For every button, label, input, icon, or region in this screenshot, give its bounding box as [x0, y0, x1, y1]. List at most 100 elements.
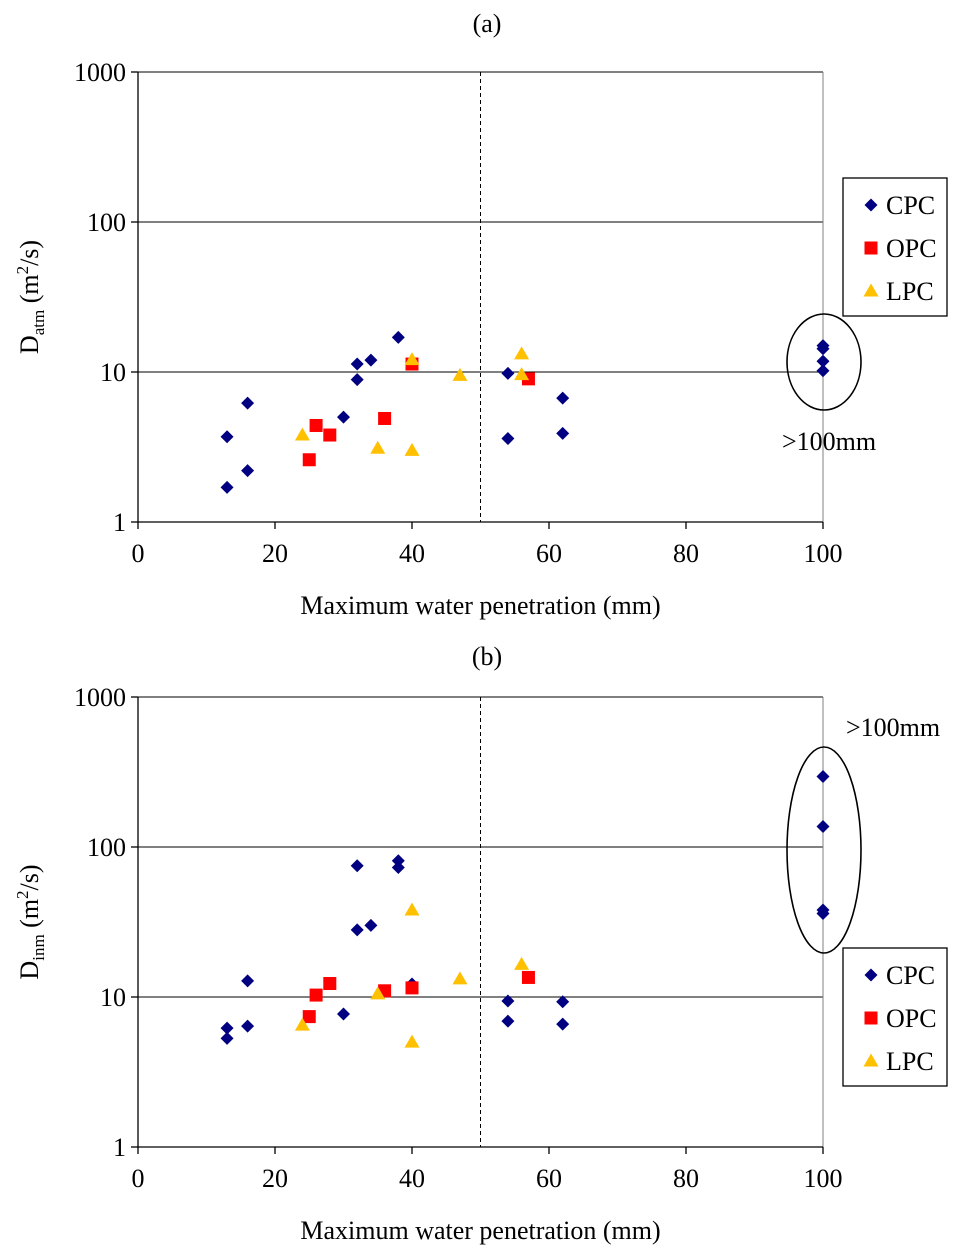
x-tick-label: 40 [399, 539, 425, 568]
y-tick-label: 10 [100, 358, 126, 387]
data-point-lpc [294, 427, 310, 441]
legend-label: OPC [886, 234, 937, 263]
data-point-opc [309, 418, 323, 432]
y-axis-label-part: /s) [15, 240, 44, 266]
data-point-cpc [391, 861, 405, 875]
data-point-lpc [452, 367, 468, 381]
data-point-lpc [514, 346, 530, 360]
y-axis-label-part: D [15, 961, 44, 980]
data-point-cpc [337, 1007, 350, 1021]
series-lpc [294, 346, 530, 456]
data-point-cpc [816, 819, 830, 833]
y-axis-label-part: atm [29, 310, 48, 336]
data-point-cpc [350, 859, 364, 873]
y-axis-label-part: 2 [13, 266, 32, 275]
data-point-cpc [350, 357, 364, 371]
panel-b: (b) 1 10 100 1000 0 20 40 60 80 100 Maximum water p… [13, 642, 948, 1245]
y-axis-label-part: /s) [15, 864, 44, 890]
y-tick-label: 1 [113, 1133, 126, 1162]
data-point-opc [323, 977, 337, 991]
x-axis-label: Maximum water penetration (mm) [300, 591, 660, 620]
legend-label: LPC [886, 1047, 934, 1076]
legend-label: CPC [886, 191, 935, 220]
data-point-cpc [816, 339, 830, 353]
data-point-cpc [220, 1021, 234, 1035]
legend-marker-opc [864, 241, 878, 255]
data-point-cpc [816, 354, 830, 368]
y-axis-label-part: 2 [13, 890, 32, 899]
data-point-lpc [370, 440, 386, 454]
y-tick-label: 100 [87, 833, 126, 862]
y-tick-label: 100 [87, 208, 126, 237]
highlight-ellipse [786, 313, 862, 411]
data-point-cpc [364, 918, 378, 932]
data-point-cpc [391, 330, 405, 344]
data-point-lpc [370, 986, 386, 1000]
series-cpc [220, 770, 830, 1045]
data-point-opc [323, 428, 337, 442]
data-point-cpc [220, 430, 234, 444]
data-point-cpc [501, 994, 515, 1008]
data-point-cpc [220, 480, 234, 494]
data-point-cpc [241, 464, 255, 478]
series-lpc [294, 902, 530, 1048]
panel-label: (a) [473, 9, 502, 38]
data-point-cpc [350, 373, 364, 387]
data-point-cpc [556, 426, 570, 440]
legend-marker-cpc [864, 198, 878, 212]
data-point-lpc [452, 971, 468, 985]
x-tick-label: 80 [673, 539, 699, 568]
y-axis-label-part: (m [15, 274, 44, 309]
series-opc [302, 357, 535, 467]
legend-marker-cpc [864, 968, 878, 982]
data-point-lpc [404, 902, 420, 916]
y-axis-label-part: D [15, 335, 44, 354]
x-tick-label: 100 [804, 539, 843, 568]
data-point-cpc [391, 854, 405, 868]
data-point-cpc [241, 974, 255, 988]
x-axis-label: Maximum water penetration (mm) [300, 1216, 660, 1245]
x-tick-label: 0 [132, 1164, 145, 1193]
data-point-lpc [514, 956, 530, 970]
panel-label: (b) [472, 642, 502, 671]
data-point-cpc [501, 1014, 515, 1028]
data-point-cpc [241, 396, 255, 410]
legend-marker-lpc [863, 283, 879, 297]
annotation-label: >100mm [846, 713, 940, 742]
y-axis-label: Dinm (m2/s) [13, 864, 48, 979]
data-point-opc [378, 411, 392, 425]
y-axis-label-part: inm [29, 934, 48, 960]
data-point-lpc [294, 1017, 310, 1031]
data-point-lpc [514, 367, 530, 381]
series-opc [302, 970, 535, 1024]
data-point-cpc [816, 364, 830, 378]
annotation-label: >100mm [782, 427, 876, 456]
data-point-cpc [556, 995, 570, 1009]
y-tick-label: 10 [100, 983, 126, 1012]
data-point-lpc [404, 1034, 420, 1048]
data-point-cpc [350, 923, 364, 937]
x-tick-label: 80 [673, 1164, 699, 1193]
data-point-cpc [220, 1031, 234, 1045]
data-point-cpc [816, 903, 830, 917]
y-tick-label: 1000 [74, 58, 126, 87]
highlight-ellipse [786, 746, 862, 954]
data-point-cpc [501, 366, 515, 380]
y-axis-label-part: (m [15, 899, 44, 934]
legend: CPC OPC LPC [842, 177, 948, 317]
x-tick-label: 20 [262, 539, 288, 568]
data-point-cpc [501, 432, 515, 446]
data-point-cpc [556, 391, 570, 405]
legend-box [842, 947, 948, 1087]
x-tick-label: 0 [132, 539, 145, 568]
legend-label: CPC [886, 961, 935, 990]
data-point-cpc [337, 410, 350, 424]
panel-a: (a) 1 10 100 1000 0 20 40 60 80 100 Maximum water p… [13, 9, 948, 620]
x-tick-label: 60 [536, 539, 562, 568]
data-point-cpc [241, 1019, 255, 1033]
legend-marker-opc [864, 1011, 878, 1025]
y-tick-label: 1 [113, 508, 126, 537]
data-point-cpc [364, 353, 378, 367]
series-cpc [220, 330, 830, 494]
